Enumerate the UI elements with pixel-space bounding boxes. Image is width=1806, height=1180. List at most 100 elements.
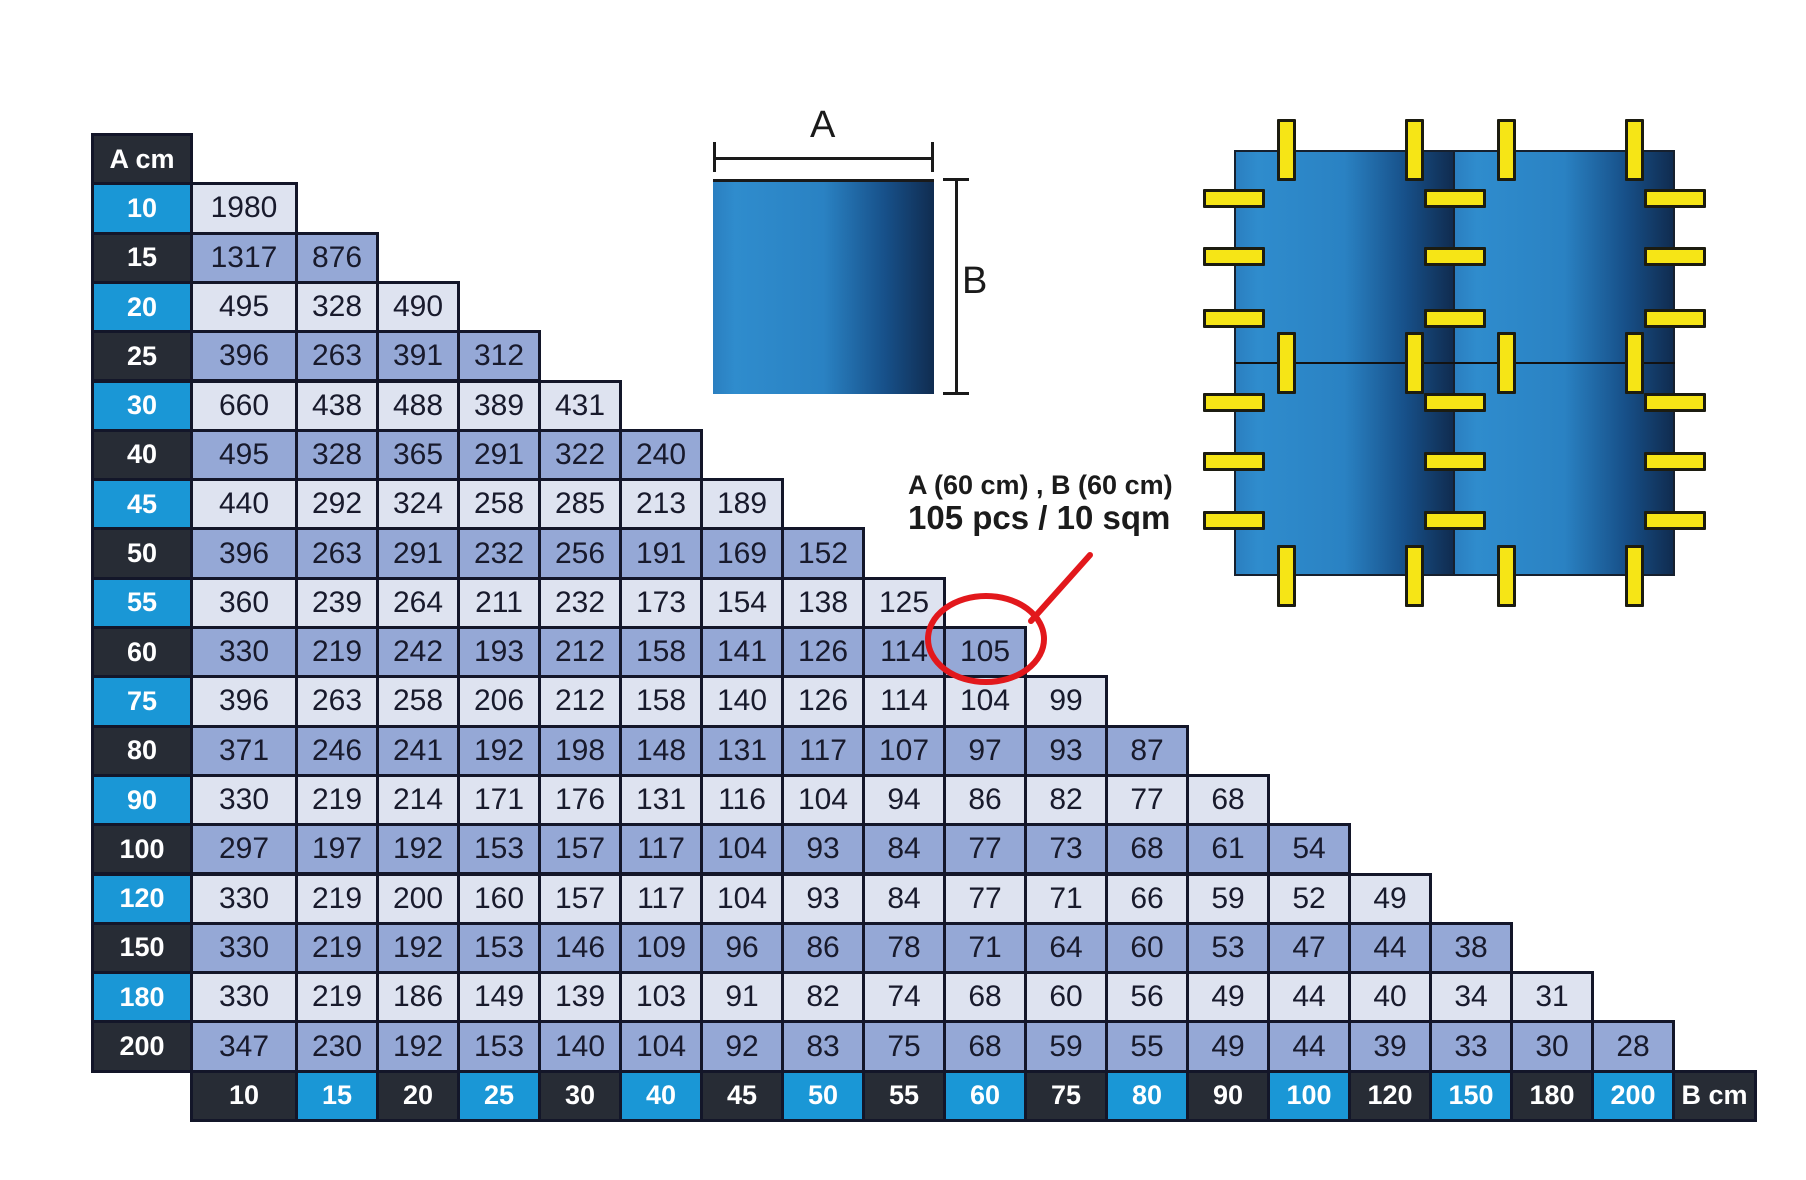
table-cell: 140 [538, 1020, 622, 1073]
table-cell: 125 [862, 576, 946, 629]
table-cell: 360 [190, 576, 298, 629]
table-cell: 330 [190, 971, 298, 1024]
installation-illustration [1203, 119, 1706, 607]
table-cell: 153 [457, 1020, 541, 1073]
table-cell: 189 [700, 478, 784, 531]
row-header-cell: 120 [91, 872, 193, 925]
table-cell: 153 [457, 823, 541, 876]
table-cell: 114 [862, 626, 946, 679]
table-cell: 97 [943, 724, 1027, 777]
mounting-clip-icon [1203, 188, 1265, 208]
table-cell: 149 [457, 971, 541, 1024]
table-cell: 292 [295, 478, 379, 531]
col-header-cell: 45 [700, 1069, 784, 1122]
table-cell: 157 [538, 872, 622, 925]
table-cell: 258 [457, 478, 541, 531]
table-cell: 213 [619, 478, 703, 531]
table-cell: 256 [538, 527, 622, 580]
table-cell: 68 [1186, 773, 1270, 827]
table-cell: 82 [1024, 773, 1108, 827]
table-cell: 131 [619, 773, 703, 827]
table-cell: 140 [700, 675, 784, 728]
table-cell: 83 [781, 1020, 865, 1073]
table-cell: 49 [1186, 971, 1270, 1024]
mounting-clip-icon [1276, 119, 1296, 181]
col-header-cell: 10 [190, 1069, 298, 1122]
table-cell: 105 [943, 626, 1027, 679]
table-cell: 103 [619, 971, 703, 1024]
table-cell: 87 [1105, 724, 1189, 777]
table-cell: 91 [700, 971, 784, 1024]
table-cell: 104 [619, 1020, 703, 1073]
table-cell: 198 [538, 724, 622, 777]
table-cell: 192 [376, 1020, 460, 1073]
table-cell: 1317 [190, 231, 298, 284]
mounting-clip-icon [1404, 545, 1424, 607]
table-cell: 263 [295, 330, 379, 383]
col-header-cell: 200 [1591, 1069, 1675, 1122]
table-cell: 324 [376, 478, 460, 531]
table-cell: 211 [457, 576, 541, 629]
row-header-cell: 10 [91, 182, 193, 235]
table-cell: 191 [619, 527, 703, 580]
panel-tile [1234, 362, 1455, 576]
dim-label-a: A [810, 104, 836, 146]
row-header-cell: 100 [91, 823, 193, 876]
table-cell: 230 [295, 1020, 379, 1073]
table-cell: 73 [1024, 823, 1108, 876]
mounting-clip-icon [1203, 510, 1265, 530]
table-cell: 131 [700, 724, 784, 777]
table-cell: 68 [943, 1020, 1027, 1073]
table-cell: 396 [190, 675, 298, 728]
table-cell: 193 [457, 626, 541, 679]
pointer-line-icon [1028, 552, 1093, 624]
table-cell: 328 [295, 280, 379, 334]
mounting-clip-icon [1203, 451, 1265, 471]
mounting-clip-icon [1496, 119, 1516, 181]
mounting-clip-icon [1644, 308, 1706, 328]
table-cell: 212 [538, 626, 622, 679]
table-cell: 391 [376, 330, 460, 383]
table-cell: 219 [295, 971, 379, 1024]
table-cell: 186 [376, 971, 460, 1024]
table-cell: 104 [700, 872, 784, 925]
panel-swatch [713, 179, 934, 394]
col-header-cell: 150 [1429, 1069, 1513, 1122]
table-cell: 49 [1186, 1020, 1270, 1073]
table-cell: 263 [295, 675, 379, 728]
table-cell: 93 [781, 823, 865, 876]
mounting-clip-icon [1496, 545, 1516, 607]
dim-tick-icon [931, 142, 934, 172]
table-cell: 99 [1024, 675, 1108, 728]
table-cell: 75 [862, 1020, 946, 1073]
row-header-cell: 15 [91, 231, 193, 284]
table-cell: 312 [457, 330, 541, 383]
table-cell: 232 [538, 576, 622, 629]
table-cell: 258 [376, 675, 460, 728]
table-cell: 31 [1510, 971, 1594, 1024]
dim-tick-icon [713, 142, 716, 172]
mounting-clip-icon [1423, 451, 1486, 471]
mounting-clip-icon [1203, 308, 1265, 328]
row-header-cell: 40 [91, 428, 193, 482]
col-header-cell: 25 [457, 1069, 541, 1122]
row-header-cell: 30 [91, 379, 193, 432]
table-cell: 94 [862, 773, 946, 827]
table-cell: 54 [1267, 823, 1351, 876]
table-cell: 30 [1510, 1020, 1594, 1073]
table-cell: 330 [190, 626, 298, 679]
table-cell: 34 [1429, 971, 1513, 1024]
table-cell: 78 [862, 921, 946, 975]
mounting-clip-icon [1203, 246, 1265, 266]
table-cell: 116 [700, 773, 784, 827]
table-cell: 107 [862, 724, 946, 777]
row-header-cell: 200 [91, 1020, 193, 1073]
highlight-annotation: A (60 cm) , B (60 cm) 105 pcs / 10 sqm [908, 470, 1173, 537]
table-cell: 347 [190, 1020, 298, 1073]
col-header-cell: 50 [781, 1069, 865, 1122]
table-cell: 192 [376, 921, 460, 975]
mounting-clip-icon [1423, 510, 1486, 530]
mounting-clip-icon [1404, 119, 1424, 181]
col-header-cell: 90 [1186, 1069, 1270, 1122]
